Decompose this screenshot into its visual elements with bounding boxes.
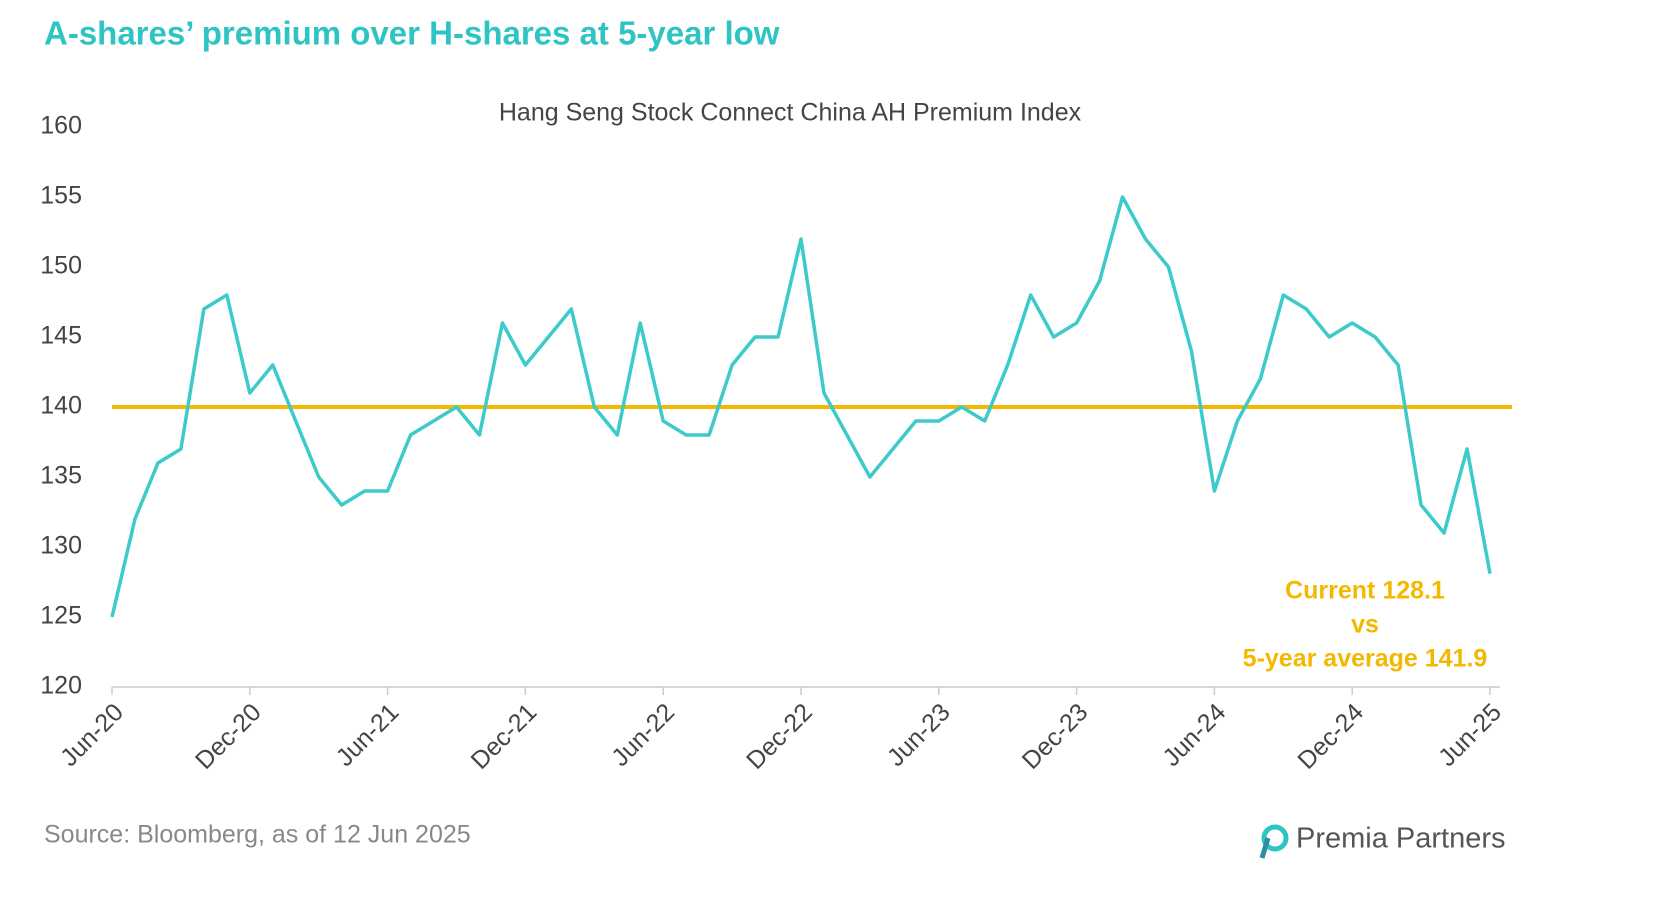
x-tick-label: Dec-22 <box>741 698 818 775</box>
y-tick-label: 135 <box>40 462 82 490</box>
y-tick-label: 150 <box>40 252 82 280</box>
x-tick-label: Jun-20 <box>55 698 129 772</box>
annotation: vs <box>1351 611 1379 639</box>
chart-title: A-shares’ premium over H-shares at 5-yea… <box>44 15 780 52</box>
data-line <box>110 195 1492 618</box>
x-tick-label: Jun-21 <box>331 698 405 772</box>
x-tick-label: Dec-24 <box>1292 698 1369 775</box>
source: Source: Bloomberg, as of 12 Jun 2025 <box>44 821 471 849</box>
y-tick-label: 155 <box>40 182 82 210</box>
chart-subtitle: Hang Seng Stock Connect China AH Premium… <box>499 99 1082 127</box>
y-tick-label: 130 <box>40 532 82 560</box>
y-tick-label: 145 <box>40 322 82 350</box>
y-tick-label: 125 <box>40 602 82 630</box>
y-tick-label: 160 <box>40 112 82 140</box>
logo-text: Premia Partners <box>1296 823 1506 855</box>
logo-icon <box>1261 824 1289 852</box>
x-tick-label: Jun-22 <box>606 698 680 772</box>
annotation: 5-year average 141.9 <box>1243 645 1488 673</box>
annotation: Current 128.1 <box>1285 577 1445 605</box>
logo-icon <box>1259 837 1271 859</box>
x-tick-label: Jun-25 <box>1433 698 1507 772</box>
y-tick-label: 140 <box>40 392 82 420</box>
logo: Premia Partners <box>1259 823 1506 859</box>
x-tick-label: Dec-23 <box>1017 698 1094 775</box>
x-tick-label: Jun-23 <box>882 698 956 772</box>
y-tick-label: 120 <box>40 672 82 700</box>
x-tick-label: Jun-24 <box>1157 698 1231 772</box>
x-tick-label: Dec-20 <box>190 698 267 775</box>
x-tick-label: Dec-21 <box>466 698 543 775</box>
